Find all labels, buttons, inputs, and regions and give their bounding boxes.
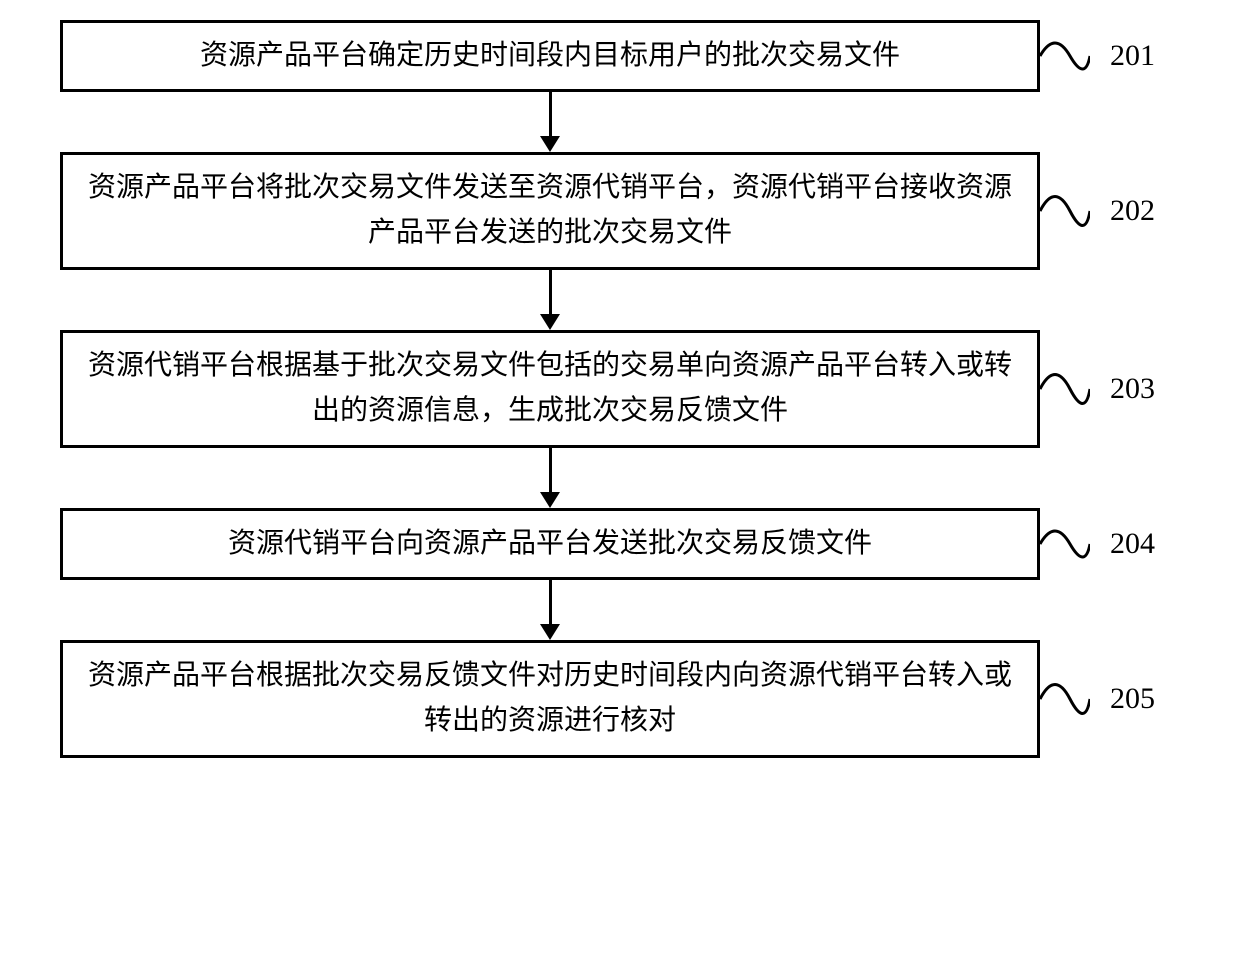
connector-203 <box>1040 330 1090 448</box>
step-label-203: 203 <box>1110 372 1180 406</box>
flowchart-container: 资源产品平台确定历史时间段内目标用户的批次交易文件 201 资源产品平台将批次交… <box>60 20 1180 758</box>
step-label-205: 205 <box>1110 682 1180 716</box>
step-row-201: 资源产品平台确定历史时间段内目标用户的批次交易文件 201 <box>60 20 1180 92</box>
step-box-205: 资源产品平台根据批次交易反馈文件对历史时间段内向资源代销平台转入或转出的资源进行… <box>60 640 1040 758</box>
arrow-2 <box>60 270 1040 330</box>
step-label-201: 201 <box>1110 39 1180 73</box>
step-label-202: 202 <box>1110 194 1180 228</box>
connector-205 <box>1040 640 1090 758</box>
step-box-201: 资源产品平台确定历史时间段内目标用户的批次交易文件 <box>60 20 1040 92</box>
step-box-202: 资源产品平台将批次交易文件发送至资源代销平台，资源代销平台接收资源产品平台发送的… <box>60 152 1040 270</box>
arrow-1 <box>60 92 1040 152</box>
step-label-204: 204 <box>1110 527 1180 561</box>
step-box-203: 资源代销平台根据基于批次交易文件包括的交易单向资源产品平台转入或转出的资源信息，… <box>60 330 1040 448</box>
connector-202 <box>1040 152 1090 270</box>
connector-204 <box>1040 508 1090 580</box>
connector-201 <box>1040 20 1090 92</box>
arrow-3 <box>60 448 1040 508</box>
step-row-204: 资源代销平台向资源产品平台发送批次交易反馈文件 204 <box>60 508 1180 580</box>
step-row-202: 资源产品平台将批次交易文件发送至资源代销平台，资源代销平台接收资源产品平台发送的… <box>60 152 1180 270</box>
step-box-204: 资源代销平台向资源产品平台发送批次交易反馈文件 <box>60 508 1040 580</box>
step-text-202: 资源产品平台将批次交易文件发送至资源代销平台，资源代销平台接收资源产品平台发送的… <box>83 166 1017 256</box>
step-row-203: 资源代销平台根据基于批次交易文件包括的交易单向资源产品平台转入或转出的资源信息，… <box>60 330 1180 448</box>
step-text-203: 资源代销平台根据基于批次交易文件包括的交易单向资源产品平台转入或转出的资源信息，… <box>83 344 1017 434</box>
step-text-205: 资源产品平台根据批次交易反馈文件对历史时间段内向资源代销平台转入或转出的资源进行… <box>83 654 1017 744</box>
step-row-205: 资源产品平台根据批次交易反馈文件对历史时间段内向资源代销平台转入或转出的资源进行… <box>60 640 1180 758</box>
step-text-204: 资源代销平台向资源产品平台发送批次交易反馈文件 <box>228 522 872 567</box>
step-text-201: 资源产品平台确定历史时间段内目标用户的批次交易文件 <box>200 34 900 79</box>
arrow-4 <box>60 580 1040 640</box>
